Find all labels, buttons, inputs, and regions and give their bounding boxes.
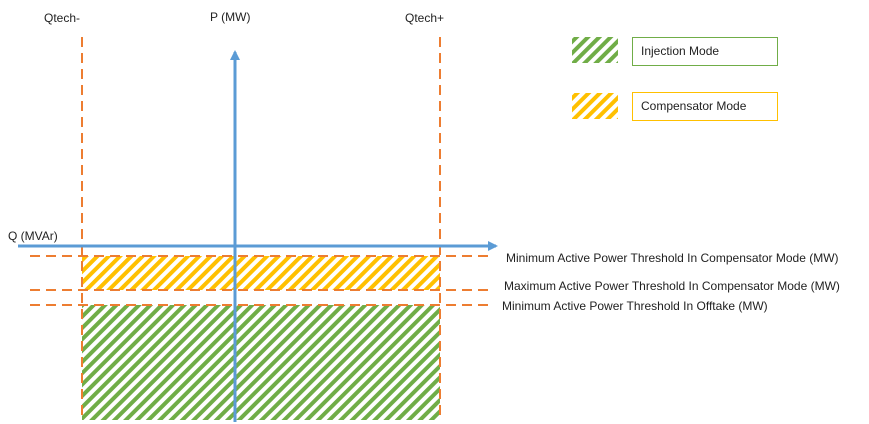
threshold-label-min-offtake: Minimum Active Power Threshold In Offtak… xyxy=(502,299,768,313)
qtech-minus-label: Qtech- xyxy=(44,11,81,25)
p-axis-label: P (MW) xyxy=(210,10,251,24)
legend-compensator-swatch xyxy=(572,93,618,119)
qtech-plus-label: Qtech+ xyxy=(405,11,445,25)
q-axis-label: Q (MVAr) xyxy=(8,229,58,243)
legend-injection-swatch xyxy=(572,37,618,63)
injection-mode-region xyxy=(82,305,440,420)
compensator-mode-region xyxy=(82,256,440,290)
threshold-label-max-compensator: Maximum Active Power Threshold In Compen… xyxy=(504,279,840,293)
threshold-label-min-compensator: Minimum Active Power Threshold In Compen… xyxy=(506,251,839,265)
legend-injection-label: Injection Mode xyxy=(632,37,778,66)
legend-compensator-label: Compensator Mode xyxy=(632,92,778,121)
